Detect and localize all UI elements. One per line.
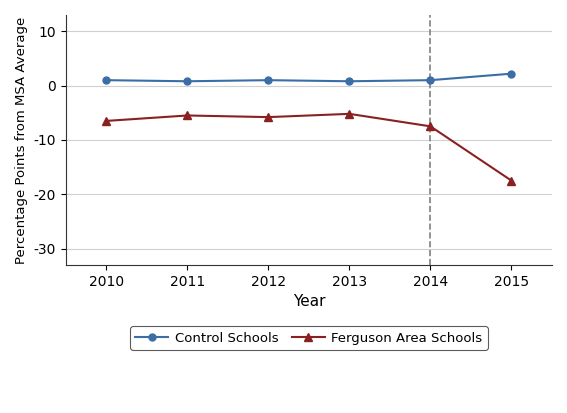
Legend: Control Schools, Ferguson Area Schools: Control Schools, Ferguson Area Schools (130, 326, 488, 350)
X-axis label: Year: Year (293, 294, 325, 309)
Y-axis label: Percentage Points from MSA Average: Percentage Points from MSA Average (15, 16, 28, 263)
